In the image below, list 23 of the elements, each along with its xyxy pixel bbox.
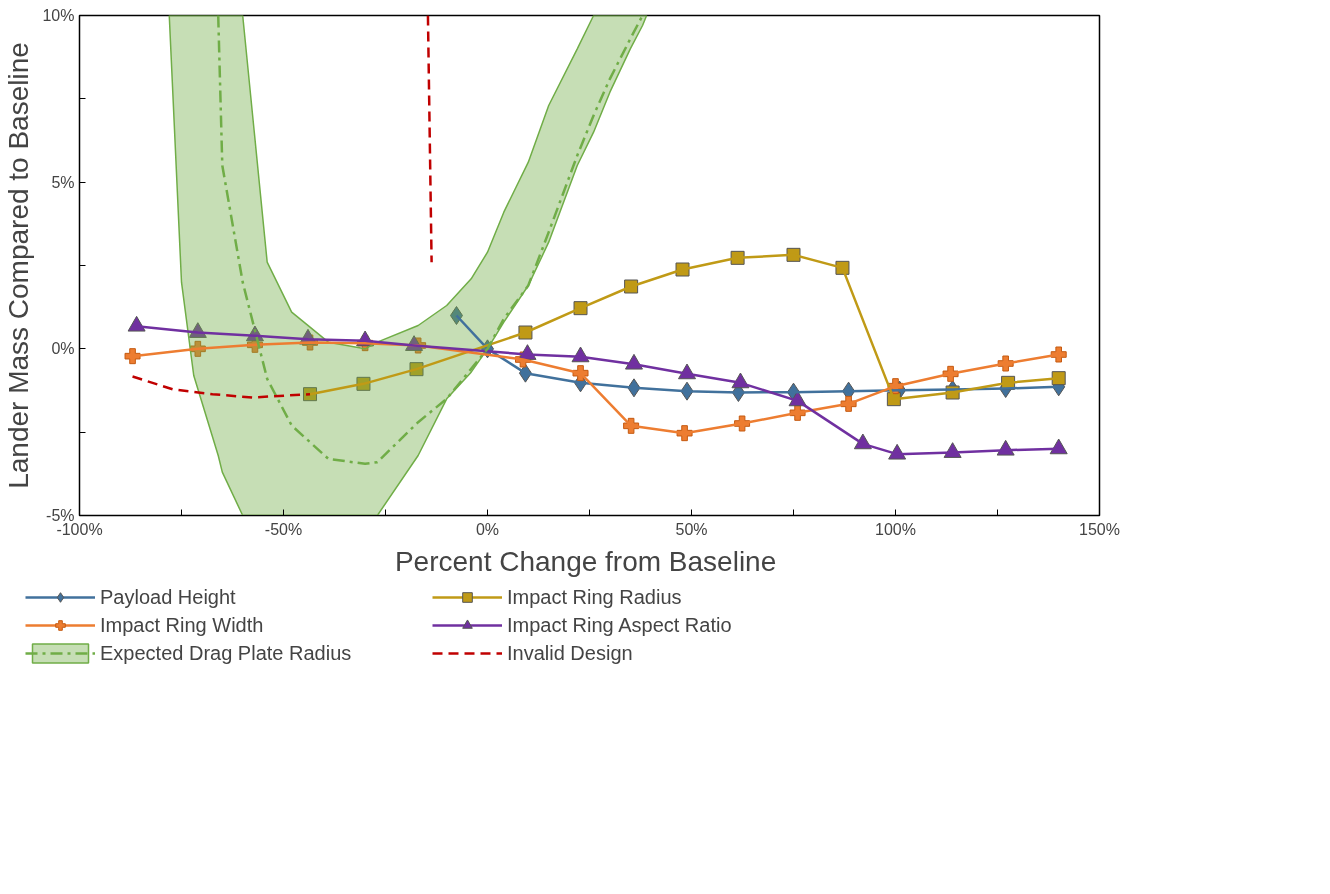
point — [124, 348, 141, 365]
x-tick-label: 0% — [475, 520, 500, 538]
y-tick-label: 0% — [51, 340, 75, 358]
legend-label: Impact Ring Aspect Ratio — [507, 612, 733, 638]
point — [675, 262, 690, 277]
y-tick-label: 5% — [51, 173, 75, 191]
point — [449, 306, 463, 325]
legend-label: Payload Height — [100, 584, 237, 610]
line-series — [216, 15, 644, 466]
legend-label: Impact Ring Width — [100, 612, 265, 638]
legend-label: Expected Drag Plate Radius — [100, 640, 353, 666]
legend-label: Impact Ring Radius — [507, 584, 683, 610]
x-tick-label: 50% — [675, 520, 708, 538]
point — [1051, 371, 1066, 386]
legend-label: Invalid Design — [507, 640, 634, 666]
y-tick-label: 10% — [42, 7, 75, 24]
point — [518, 325, 533, 340]
x-tick-label: -50% — [264, 520, 303, 538]
x-tick-label: 150% — [1079, 520, 1120, 538]
y-axis-title: Lander Mass Compared to Baseline — [3, 42, 35, 489]
x-axis-title: Percent Change from Baseline — [394, 545, 777, 577]
point — [1050, 346, 1067, 363]
x-tick-label: 100% — [875, 520, 916, 538]
